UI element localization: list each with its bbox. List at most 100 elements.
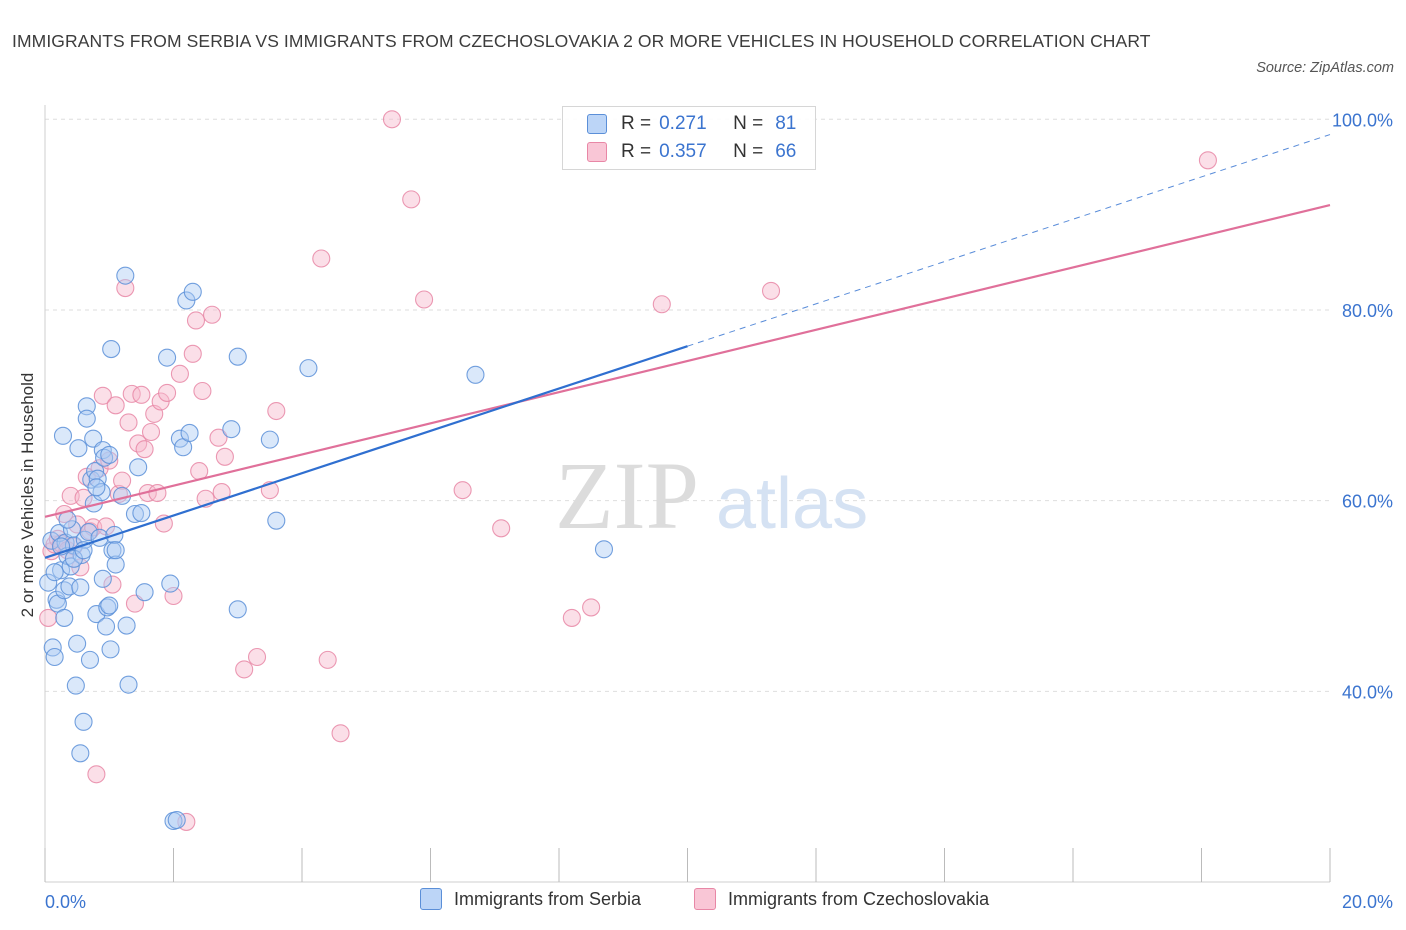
data-point-czech (132, 385, 151, 404)
legend-row-serbia: R = 0.271 N = 81 (587, 111, 796, 137)
y-tick-label: 100.0% (1332, 110, 1393, 130)
data-point-serbia (100, 445, 119, 464)
watermark: ZIP atlas (555, 442, 868, 549)
data-point-czech (103, 575, 122, 594)
data-point-czech (170, 364, 189, 383)
bottom-legend-swatch-serbia (420, 888, 442, 910)
data-point-serbia (125, 504, 144, 524)
stats-legend: R = 0.271 N = 81 R = 0.357 N = 66 (562, 106, 816, 170)
data-point-serbia (102, 340, 121, 359)
data-point-serbia (100, 596, 119, 615)
data-point-czech (318, 650, 337, 669)
data-point-czech (492, 519, 511, 538)
bottom-legend-serbia[interactable]: Immigrants from Serbia (420, 888, 641, 910)
data-point-serbia (161, 574, 180, 593)
trendline-serbia-extension (687, 134, 1331, 347)
data-point-czech (158, 383, 177, 402)
data-point-czech (135, 440, 154, 459)
data-point-czech (761, 281, 781, 300)
series-serbia (39, 266, 614, 831)
data-point-czech (116, 278, 135, 298)
data-point-serbia (68, 634, 87, 653)
data-point-serbia (92, 483, 111, 502)
data-point-serbia (87, 478, 106, 497)
data-point-serbia (74, 712, 93, 731)
data-point-serbia (129, 458, 148, 477)
data-point-czech (106, 396, 125, 415)
data-point-serbia (55, 608, 74, 627)
data-point-serbia (158, 348, 177, 367)
watermark-atlas: atlas (716, 464, 868, 544)
data-point-serbia (71, 744, 90, 763)
data-point-serbia (42, 531, 61, 550)
data-point-czech (415, 290, 434, 309)
data-point-czech (247, 647, 267, 667)
data-point-czech (100, 451, 119, 470)
data-point-serbia (69, 439, 88, 458)
data-point-serbia (96, 617, 116, 636)
bottom-legend-label-serbia: Immigrants from Serbia (454, 888, 642, 909)
data-point-serbia (80, 650, 100, 669)
data-point-czech (186, 311, 206, 330)
data-point-czech (39, 608, 58, 627)
data-point-czech (652, 295, 671, 314)
bottom-legend-swatch-czech (694, 888, 716, 910)
data-point-serbia (87, 605, 106, 624)
data-point-serbia (267, 511, 286, 530)
source-label: Source: ZipAtlas.com (1256, 60, 1394, 76)
legend-swatch-czech (587, 142, 607, 162)
data-point-serbia (119, 675, 138, 694)
legend-r-value-serbia: 0.271 (659, 113, 707, 134)
data-point-czech (209, 428, 228, 447)
data-point-czech (382, 110, 402, 129)
legend-n-label: N = (733, 113, 764, 134)
bottom-legend-czech[interactable]: Immigrants from Czechoslovakia (694, 888, 989, 910)
chart-title: IMMIGRANTS FROM SERBIA VS IMMIGRANTS FRO… (12, 31, 1151, 51)
data-point-serbia (106, 541, 125, 560)
data-point-serbia (117, 616, 136, 635)
x-tick-label: 0.0% (45, 892, 86, 912)
x-tick-label: 20.0% (1342, 892, 1393, 912)
series-czechoslovakia (39, 110, 1217, 831)
data-point-serbia (135, 583, 154, 602)
legend-swatch-serbia (587, 114, 607, 134)
data-point-serbia (106, 555, 125, 574)
trendlines (44, 134, 1331, 559)
data-point-czech (141, 422, 161, 442)
data-point-czech (582, 598, 601, 617)
legend-row-czech: R = 0.357 N = 66 (587, 139, 796, 165)
trendline-czech (44, 204, 1331, 518)
legend-n-value-czech: 66 (775, 141, 797, 162)
data-point-czech (122, 384, 141, 403)
tick-labels: 40.0% 60.0% 80.0% 100.0% 0.0% 20.0% (45, 110, 1393, 912)
watermark-zip: ZIP (555, 442, 699, 549)
data-point-serbia (183, 282, 202, 301)
data-point-serbia (594, 540, 614, 559)
y-axis-label: 2 or more Vehicles in Household (18, 372, 37, 618)
data-point-serbia (95, 448, 114, 467)
legend-r-label: R = (621, 113, 652, 134)
legend-n-value-serbia: 81 (775, 113, 797, 134)
data-point-serbia (53, 426, 73, 445)
data-point-czech (312, 249, 331, 268)
data-point-czech (87, 765, 106, 784)
data-point-serbia (260, 430, 279, 449)
y-tick-label: 80.0% (1342, 301, 1393, 321)
data-point-czech (193, 381, 212, 401)
data-point-czech (453, 481, 472, 500)
data-point-serbia (222, 420, 241, 439)
data-point-czech (1198, 151, 1217, 170)
legend-r-value-czech: 0.357 (659, 141, 707, 162)
y-tick-label: 60.0% (1342, 492, 1393, 512)
data-point-serbia (77, 397, 96, 416)
data-point-serbia (45, 563, 64, 582)
y-tick-label: 40.0% (1342, 682, 1393, 702)
data-point-serbia (39, 573, 58, 592)
data-point-czech (267, 401, 286, 421)
data-point-serbia (45, 647, 64, 667)
data-point-serbia (101, 640, 120, 659)
bottom-legend-label-czech: Immigrants from Czechoslovakia (728, 888, 990, 909)
data-point-czech (203, 305, 222, 324)
data-point-serbia (228, 600, 247, 619)
